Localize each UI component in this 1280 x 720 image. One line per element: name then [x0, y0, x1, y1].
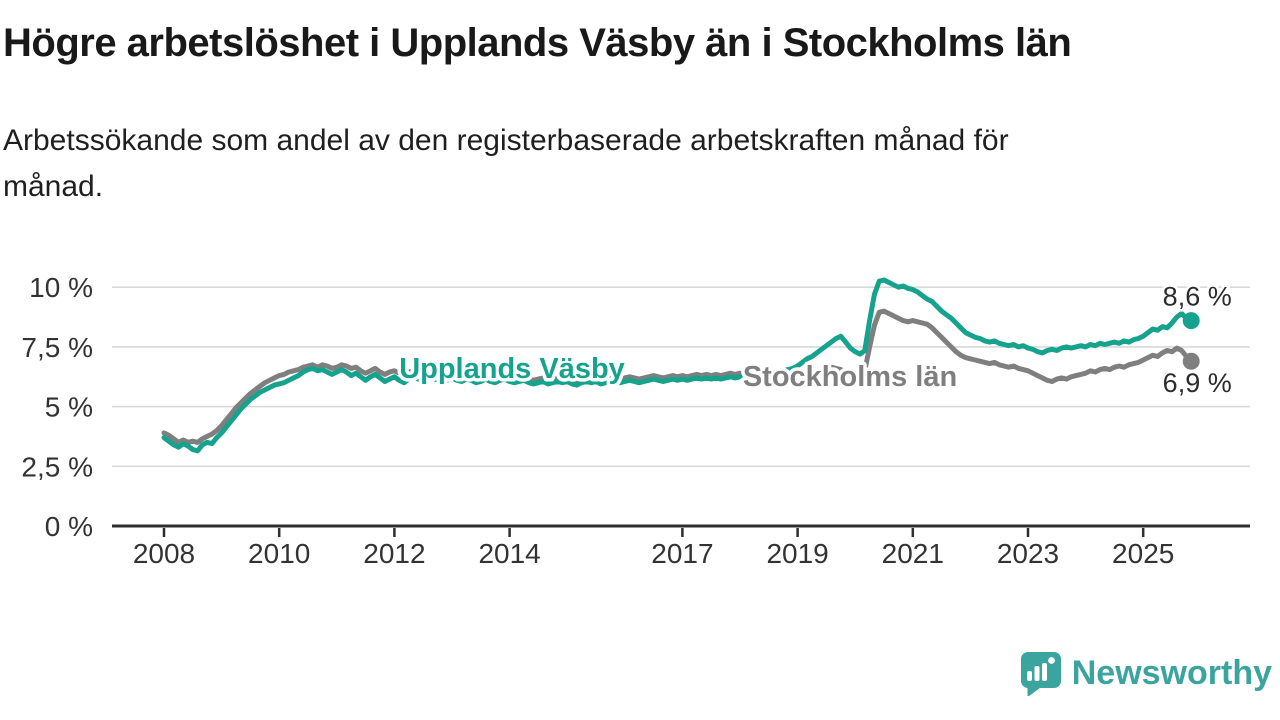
x-tick-label-2023: 2023 [997, 538, 1059, 569]
y-axis-label-10: 10 % [29, 272, 93, 303]
speech-bubble-bar-chart-icon [1020, 652, 1061, 696]
stockholms-lan-line [161, 308, 1194, 445]
chart-header: Högre arbetslöshet i Upplands Väsby än i… [3, 20, 1273, 66]
x-tick-label-2021: 2021 [882, 538, 944, 569]
upplands-vasby-line [161, 277, 1194, 454]
stockholms-lan-series-label: Stockholms län [743, 361, 957, 393]
logo-text: Newsworthy [1071, 653, 1272, 692]
x-tick-label-2025: 2025 [1112, 538, 1174, 569]
stockholms-lan-end-label: 6,9 % [1163, 368, 1232, 398]
y-axis-label-2.5: 2,5 % [21, 451, 93, 482]
x-tick-label-2010: 2010 [248, 538, 310, 569]
stockholms-lan-end-dot [1182, 352, 1200, 370]
upplands-vasby-end-label: 8,6 % [1163, 282, 1232, 312]
y-axis-label-7.5: 7,5 % [21, 332, 93, 363]
y-axis-label-0: 0 % [45, 511, 93, 542]
page-title: Högre arbetslöshet i Upplands Väsby än i… [3, 21, 1072, 65]
x-tick-label-2008: 2008 [133, 538, 195, 569]
y-axis-label-5: 5 % [45, 392, 93, 423]
page-subtitle: Arbetssökande som andel av den registerb… [3, 124, 1009, 203]
x-tick-label-2017: 2017 [651, 538, 713, 569]
x-tick-label-2014: 2014 [478, 538, 540, 569]
x-tick-label-2019: 2019 [766, 538, 828, 569]
upplands-vasby-end-dot [1182, 312, 1200, 330]
upplands-vasby-series-label: Upplands Väsby [399, 353, 625, 385]
x-tick-label-2012: 2012 [363, 538, 425, 569]
newsworthy-logo: Newsworthy [1018, 650, 1272, 696]
